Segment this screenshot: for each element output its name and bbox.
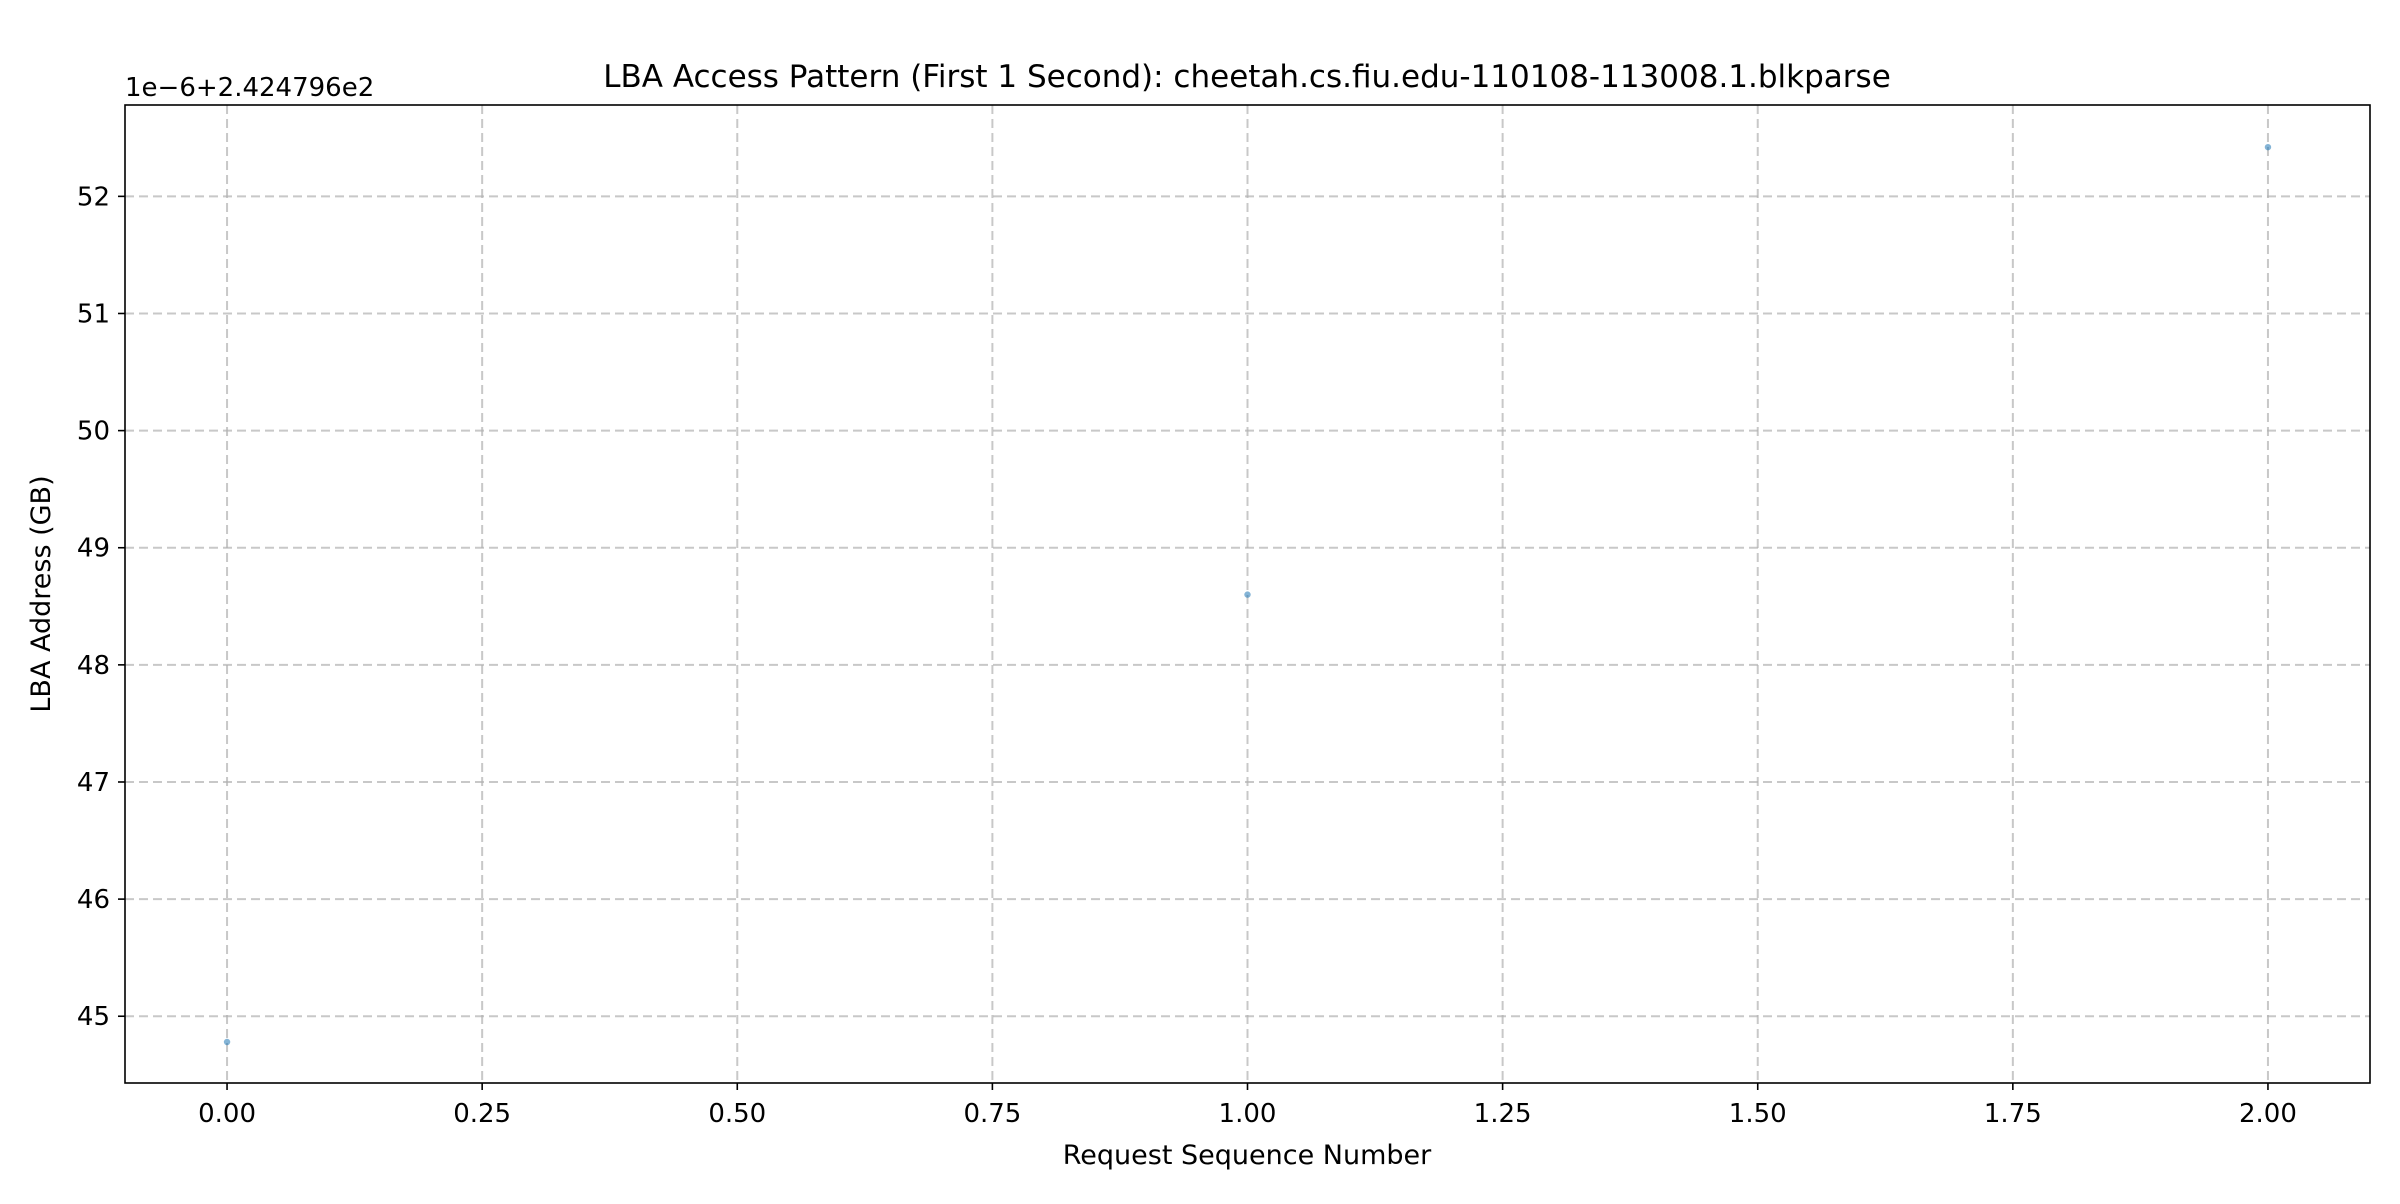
- x-tick-label: 1.25: [1474, 1099, 1532, 1129]
- y-tick-label: 51: [77, 299, 110, 329]
- data-point: [223, 1038, 231, 1046]
- y-tick-label: 49: [77, 534, 110, 564]
- data-points: [223, 143, 2272, 1046]
- y-tick-label: 48: [77, 651, 110, 681]
- plot-area-frame: [124, 104, 2371, 1084]
- y-axis-offset-label: 1e−6+2.424796e2: [125, 73, 374, 103]
- y-axis-label: LBA Address (GB): [26, 475, 57, 712]
- chart-title: LBA Access Pattern (First 1 Second): che…: [603, 59, 1891, 95]
- y-tick-label: 47: [77, 768, 110, 798]
- y-tick-label: 45: [77, 1002, 110, 1032]
- x-tick-label: 0.50: [708, 1099, 766, 1129]
- x-tick-label: 0.25: [453, 1099, 511, 1129]
- x-tick-label: 0.75: [963, 1099, 1021, 1129]
- x-tick-label: 1.75: [1984, 1099, 2042, 1129]
- y-tick-label: 50: [77, 417, 110, 447]
- x-tick-label: 1.00: [1219, 1099, 1277, 1129]
- y-tick-label: 52: [77, 182, 110, 212]
- x-axis-label: Request Sequence Number: [1063, 1140, 1432, 1171]
- y-tick-label: 46: [77, 885, 110, 915]
- grid: [125, 105, 2370, 1083]
- data-point: [2264, 143, 2272, 151]
- x-tick-label: 0.00: [198, 1099, 256, 1129]
- x-tick-label: 2.00: [2239, 1099, 2297, 1129]
- axis-ticks: 0.00 0.25 0.50 0.75 1.00 1.25 1.50 1.75 2.00 45 46…: [77, 182, 2297, 1129]
- x-tick-label: 1.50: [1729, 1099, 1787, 1129]
- data-point: [1244, 591, 1251, 598]
